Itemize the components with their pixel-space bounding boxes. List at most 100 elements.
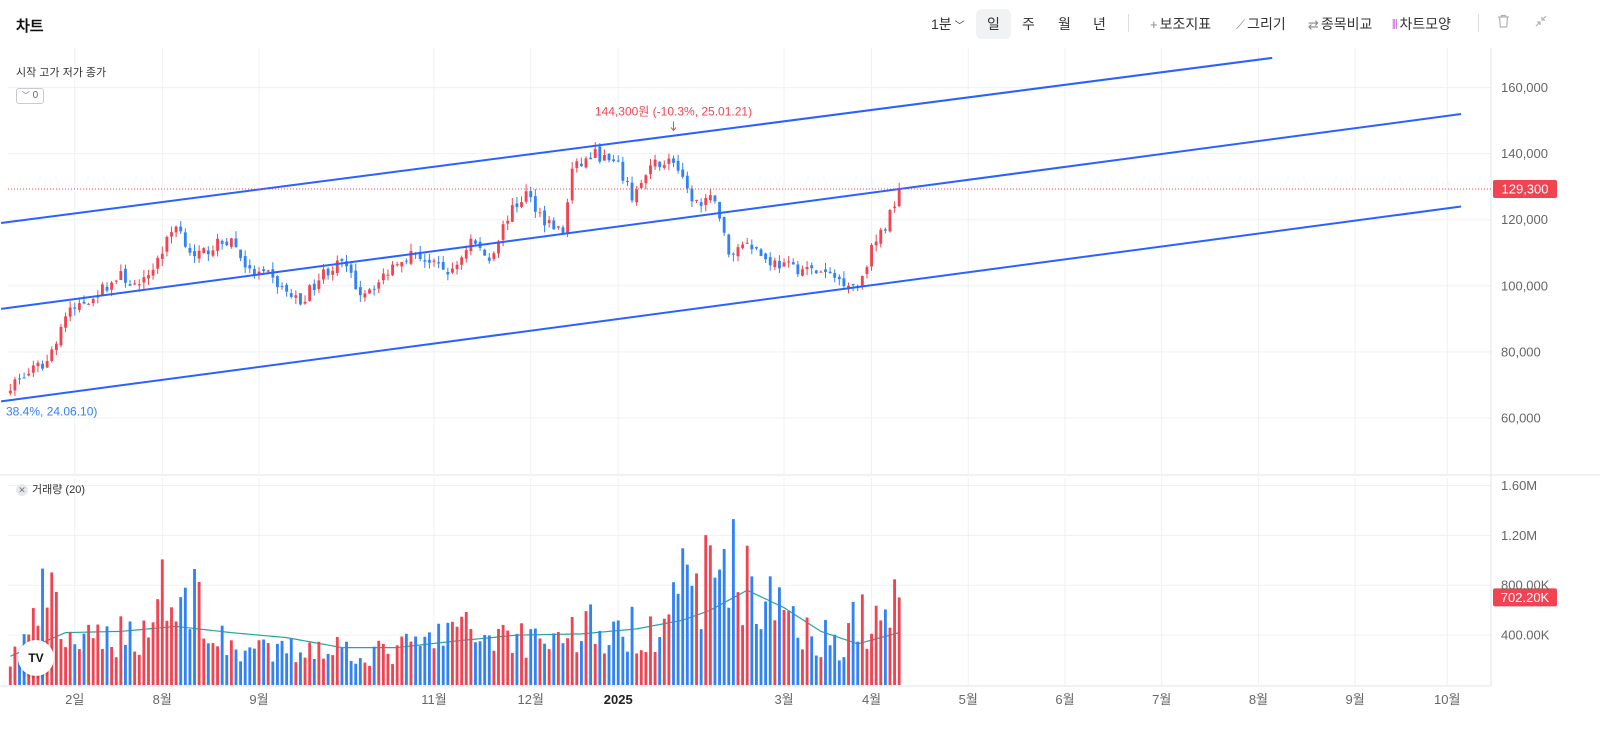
trash-icon[interactable] [1497, 14, 1510, 31]
candle-body [326, 268, 330, 276]
volume-bar [653, 652, 657, 685]
candle-body [13, 379, 17, 391]
tab-month[interactable]: 월 [1058, 16, 1071, 32]
volume-bar [151, 622, 155, 685]
annotations: 129,300 702.20K 144,300원 (-10.3%, 25.01.21… [6, 104, 1557, 607]
candle-body [285, 284, 289, 292]
volume-bar [672, 582, 675, 685]
candle-body [216, 238, 219, 251]
candle-body [381, 273, 385, 281]
low-price-annotation: 38.4%, 24.06.10) [6, 404, 97, 418]
minimize-icon[interactable] [1535, 14, 1547, 30]
tradingview-logo[interactable]: TV [18, 640, 54, 676]
candle-body [501, 224, 505, 240]
volume-bar [727, 607, 731, 685]
candle-body [372, 288, 376, 290]
candle-body [234, 238, 238, 248]
grid-lines [0, 48, 1600, 687]
close-icon[interactable]: ✕ [16, 484, 28, 496]
volume-bar [635, 653, 639, 685]
candle-body [358, 287, 362, 296]
indicator-button[interactable]: + 보조지표 [1150, 14, 1211, 34]
candle-body [589, 157, 593, 160]
candle-body [110, 282, 114, 290]
volume-bar [96, 624, 100, 685]
volume-bar [575, 652, 579, 685]
candle-body [400, 262, 404, 267]
volume-bar [372, 646, 376, 685]
volume-bar [879, 620, 883, 685]
candle-body [303, 301, 307, 304]
candle-body [368, 289, 371, 294]
volume-bar [427, 632, 431, 685]
volume-bar [432, 648, 436, 685]
toolbar-divider [1128, 14, 1129, 32]
candle-body [492, 253, 496, 260]
candle-body [630, 182, 634, 201]
candle-body [206, 250, 210, 255]
chart-style-label: 차트모양 [1399, 16, 1451, 32]
chart-style-button[interactable]: ⫴ 차트모양 [1392, 14, 1451, 34]
chevron-down-icon: ﹀ [21, 91, 30, 100]
legend-collapse-button[interactable]: ﹀ 0 [16, 88, 44, 104]
volume-bar [128, 621, 132, 685]
volume-bar [326, 653, 330, 685]
volume-bar [543, 643, 546, 685]
volume-bar [497, 628, 500, 685]
volume-bar [220, 625, 224, 685]
candle-body [427, 259, 431, 263]
volume-bar [317, 641, 321, 685]
volume-bar [285, 653, 289, 685]
volume-bar [561, 643, 565, 685]
candle-body [280, 286, 284, 288]
volume-bar [414, 636, 418, 685]
volume-bar [110, 647, 114, 685]
volume-bar [621, 636, 625, 685]
volume-bar [865, 648, 869, 685]
candle-body [483, 249, 487, 256]
volume-bar [483, 634, 487, 685]
candle-body [810, 265, 814, 269]
candle-body [828, 271, 832, 274]
tab-year[interactable]: 년 [1093, 16, 1106, 32]
candle-body [363, 293, 367, 298]
volume-tick-label: 1.20M [1501, 528, 1537, 543]
compare-button[interactable]: ⇄ 종목비교 [1308, 14, 1372, 34]
volume-bar [547, 649, 551, 685]
volume-bar [87, 624, 91, 685]
candle-body [294, 295, 298, 298]
candle-body [197, 250, 201, 259]
volume-bar [474, 642, 477, 685]
draw-button[interactable]: ⟋ 그리기 [1236, 14, 1286, 34]
candle-body [833, 272, 837, 278]
volume-bar [271, 661, 275, 685]
volume-bar [874, 605, 878, 685]
volume-bar [299, 652, 302, 685]
interval-dropdown[interactable]: 1분 ﹀ [931, 14, 965, 34]
candle-body [133, 283, 137, 285]
candle-body [860, 276, 864, 286]
volume-bar [216, 646, 219, 685]
time-tick-label: 12월 [518, 692, 544, 707]
tab-week[interactable]: 주 [1022, 16, 1035, 32]
volume-bar [13, 646, 17, 685]
candle-body [897, 189, 901, 207]
candle-body [842, 278, 846, 287]
volume-bar [589, 604, 593, 685]
candle-body [432, 260, 436, 262]
volume-bar [639, 650, 643, 685]
candle-body [119, 271, 123, 280]
candle-body [543, 210, 546, 226]
candle-body [874, 241, 878, 246]
candle-body [787, 261, 791, 263]
volume-bar [824, 619, 827, 685]
candle-body [607, 153, 611, 161]
volume-legend-label: 거래량 (20) [32, 484, 85, 496]
tab-day[interactable]: 일 [987, 16, 1000, 32]
last-price-label: 129,300 [1502, 182, 1549, 197]
candle-body [124, 268, 127, 283]
candle-body [335, 260, 339, 274]
page-title: 차트 [16, 18, 44, 35]
volume-bar [137, 654, 141, 685]
